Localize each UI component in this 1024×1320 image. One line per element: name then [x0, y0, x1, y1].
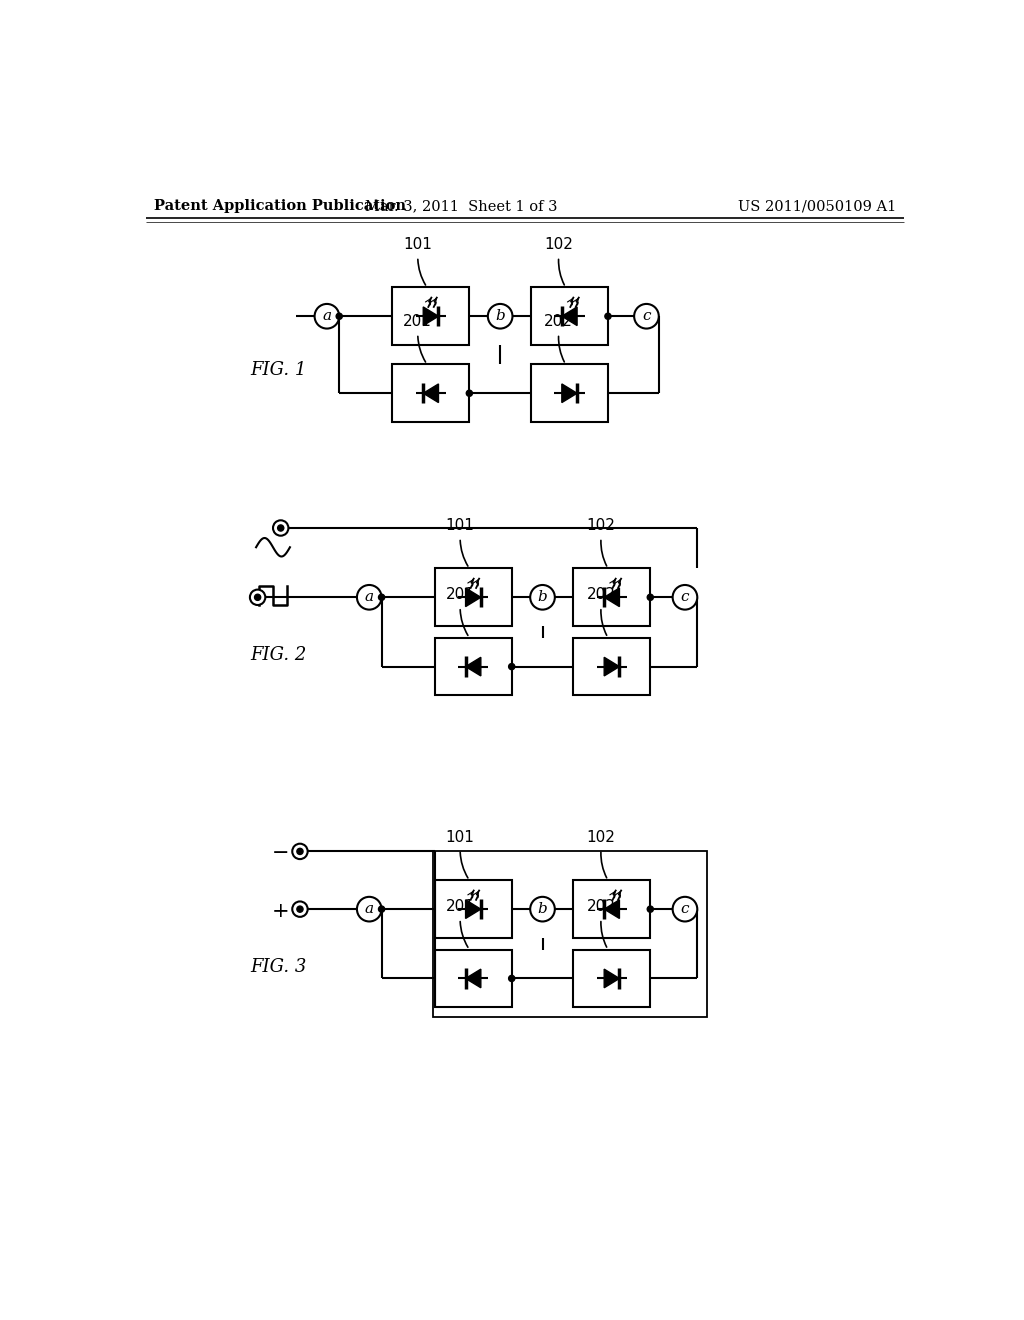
Text: Mar. 3, 2011  Sheet 1 of 3: Mar. 3, 2011 Sheet 1 of 3	[366, 199, 558, 213]
Polygon shape	[604, 657, 620, 676]
Text: 102: 102	[587, 517, 615, 533]
Bar	[435, 949, 512, 1007]
Polygon shape	[466, 587, 481, 607]
Text: c: c	[681, 590, 689, 605]
Polygon shape	[604, 900, 620, 919]
Bar	[435, 638, 512, 696]
Polygon shape	[466, 969, 481, 987]
Circle shape	[647, 594, 653, 601]
Bar	[573, 569, 650, 626]
Text: b: b	[538, 590, 548, 605]
Polygon shape	[562, 384, 578, 403]
Polygon shape	[562, 308, 578, 326]
Text: −: −	[272, 845, 290, 863]
Circle shape	[255, 594, 261, 601]
Bar	[433, 851, 707, 1016]
Text: 201: 201	[445, 587, 474, 602]
Circle shape	[466, 391, 472, 396]
Bar	[435, 569, 512, 626]
Circle shape	[297, 906, 303, 912]
Circle shape	[278, 525, 284, 531]
Text: +: +	[272, 902, 290, 921]
Bar	[573, 638, 650, 696]
Circle shape	[292, 843, 307, 859]
Circle shape	[336, 313, 342, 319]
Polygon shape	[423, 384, 438, 403]
Text: a: a	[365, 590, 374, 605]
Circle shape	[673, 585, 697, 610]
Circle shape	[530, 896, 555, 921]
Circle shape	[297, 849, 303, 854]
Text: a: a	[365, 902, 374, 916]
Circle shape	[250, 590, 265, 605]
Polygon shape	[604, 969, 620, 987]
Text: c: c	[681, 902, 689, 916]
Circle shape	[647, 906, 653, 912]
Bar	[392, 364, 469, 422]
Text: FIG. 2: FIG. 2	[250, 645, 306, 664]
Polygon shape	[466, 900, 481, 919]
Text: 201: 201	[403, 314, 432, 329]
Text: 202: 202	[587, 587, 615, 602]
Circle shape	[357, 896, 382, 921]
Circle shape	[673, 896, 697, 921]
Text: 202: 202	[587, 899, 615, 915]
Text: 101: 101	[403, 238, 432, 252]
Bar	[531, 364, 608, 422]
Circle shape	[292, 902, 307, 917]
Circle shape	[487, 304, 512, 329]
Polygon shape	[423, 308, 438, 326]
Bar	[573, 880, 650, 939]
Circle shape	[634, 304, 658, 329]
Circle shape	[314, 304, 339, 329]
Bar	[531, 288, 608, 345]
Text: b: b	[496, 309, 505, 323]
Bar	[392, 288, 469, 345]
Text: 102: 102	[544, 238, 573, 252]
Polygon shape	[466, 657, 481, 676]
Circle shape	[379, 906, 385, 912]
Polygon shape	[604, 587, 620, 607]
Text: 101: 101	[445, 830, 474, 845]
Bar	[573, 949, 650, 1007]
Text: US 2011/0050109 A1: US 2011/0050109 A1	[737, 199, 896, 213]
Text: c: c	[642, 309, 650, 323]
Text: FIG. 3: FIG. 3	[250, 958, 306, 975]
Circle shape	[357, 585, 382, 610]
Text: 202: 202	[544, 314, 573, 329]
Text: b: b	[538, 902, 548, 916]
Circle shape	[605, 313, 611, 319]
Circle shape	[509, 664, 515, 669]
Text: 102: 102	[587, 830, 615, 845]
Circle shape	[273, 520, 289, 536]
Text: Patent Application Publication: Patent Application Publication	[154, 199, 406, 213]
Text: a: a	[323, 309, 332, 323]
Bar	[435, 880, 512, 939]
Text: FIG. 1: FIG. 1	[250, 362, 306, 379]
Text: 101: 101	[445, 517, 474, 533]
Text: 201: 201	[445, 899, 474, 915]
Circle shape	[509, 975, 515, 982]
Circle shape	[379, 594, 385, 601]
Circle shape	[530, 585, 555, 610]
